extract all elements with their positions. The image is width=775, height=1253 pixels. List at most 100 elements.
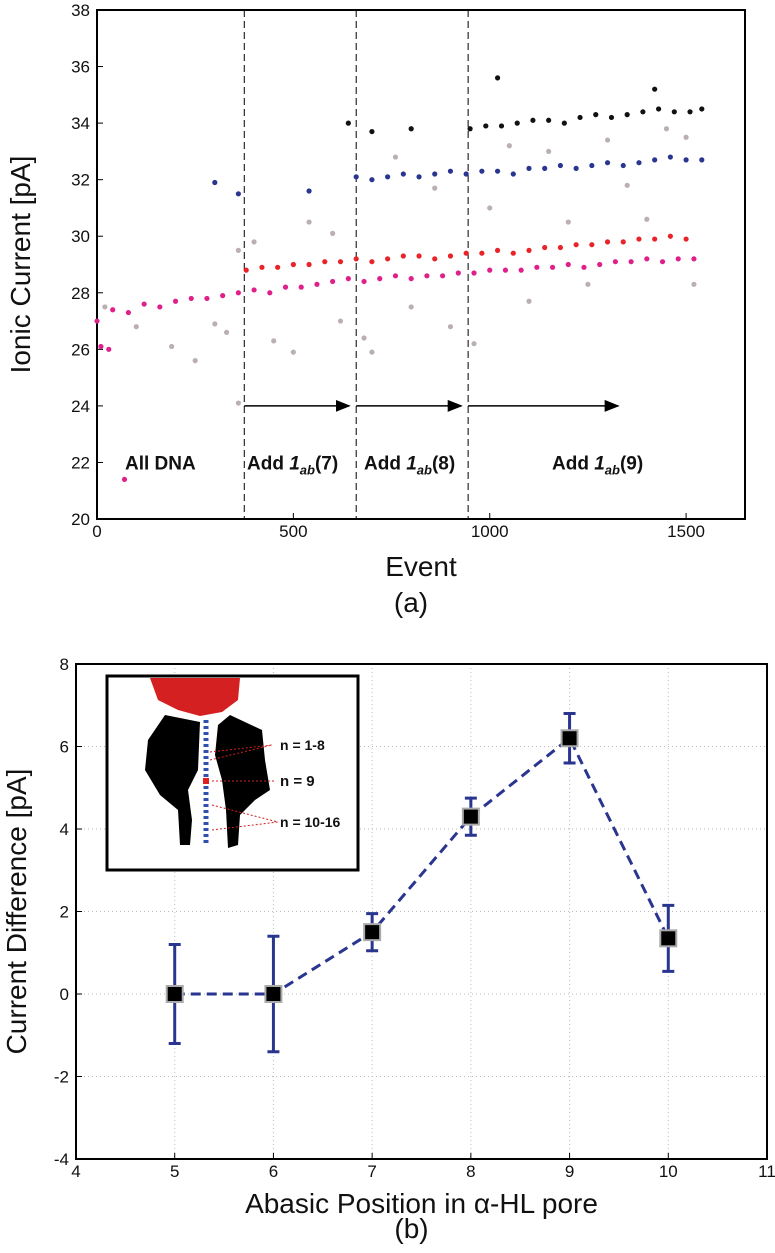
y-axis-label: Current Difference [pA] bbox=[1, 769, 32, 1055]
y-tick-label: -2 bbox=[54, 1068, 69, 1087]
data-point bbox=[259, 264, 265, 270]
data-point bbox=[487, 205, 493, 211]
data-point bbox=[275, 264, 281, 270]
data-point bbox=[212, 321, 218, 327]
data-point bbox=[636, 160, 642, 166]
data-point bbox=[369, 177, 375, 183]
x-tick-label: 1500 bbox=[667, 522, 705, 541]
data-point bbox=[644, 256, 650, 262]
data-point bbox=[125, 309, 132, 316]
inset-label: n = 1-8 bbox=[280, 737, 325, 753]
data-point bbox=[604, 239, 611, 245]
data-point bbox=[306, 188, 312, 194]
annotation-prefix: Add bbox=[552, 453, 594, 474]
data-point bbox=[447, 253, 454, 259]
data-point bbox=[463, 171, 469, 177]
data-point bbox=[290, 261, 296, 268]
x-tick-label: 9 bbox=[565, 1162, 574, 1181]
data-point bbox=[687, 109, 693, 115]
data-point bbox=[636, 236, 642, 242]
inset-protein-cap bbox=[150, 678, 240, 716]
data-point bbox=[121, 476, 128, 483]
data-point bbox=[385, 174, 391, 180]
data-point bbox=[98, 343, 104, 350]
data-point bbox=[251, 239, 257, 245]
data-point bbox=[416, 174, 422, 180]
data-point bbox=[518, 267, 524, 273]
data-point bbox=[546, 148, 552, 154]
data-point bbox=[612, 259, 619, 265]
data-point bbox=[353, 174, 359, 180]
data-point bbox=[663, 126, 670, 132]
x-tick-label: 10 bbox=[659, 1162, 678, 1181]
data-point bbox=[589, 242, 595, 248]
data-marker bbox=[264, 985, 283, 1003]
data-point bbox=[361, 278, 367, 285]
data-point bbox=[573, 242, 579, 248]
data-point bbox=[683, 134, 689, 140]
data-point bbox=[400, 253, 406, 259]
data-point bbox=[432, 171, 438, 177]
y-tick-label: 24 bbox=[71, 397, 90, 416]
x-tick-label: 5 bbox=[170, 1162, 179, 1181]
data-point bbox=[408, 276, 414, 282]
data-point bbox=[498, 123, 505, 129]
data-point bbox=[573, 165, 579, 171]
data-point bbox=[133, 324, 139, 330]
data-point bbox=[542, 165, 548, 171]
data-point bbox=[699, 157, 705, 163]
annotation-subscript: ab bbox=[605, 462, 620, 477]
data-point bbox=[330, 278, 336, 285]
data-point bbox=[589, 162, 595, 169]
annotation-suffix: (8) bbox=[432, 453, 455, 474]
data-point bbox=[510, 250, 516, 256]
inset-label: n = 10-16 bbox=[280, 814, 341, 830]
annotation: Add 1ab(8) bbox=[364, 453, 455, 477]
data-point bbox=[290, 349, 296, 355]
data-point bbox=[494, 168, 501, 174]
y-axis-label: Ionic Current [pA] bbox=[5, 156, 36, 374]
data-point bbox=[94, 318, 100, 324]
data-point bbox=[330, 230, 336, 236]
data-point bbox=[526, 165, 532, 171]
data-marker bbox=[461, 807, 480, 826]
data-point bbox=[479, 168, 485, 174]
data-point bbox=[565, 261, 571, 268]
data-point bbox=[628, 259, 634, 265]
y-tick-label: 22 bbox=[71, 453, 90, 472]
data-point bbox=[224, 329, 230, 335]
data-point bbox=[683, 236, 689, 242]
data-point bbox=[192, 358, 198, 364]
data-point bbox=[416, 253, 422, 259]
data-point bbox=[235, 247, 241, 253]
data-point bbox=[306, 261, 312, 268]
annotation-compound: 1 bbox=[594, 453, 605, 474]
data-point bbox=[620, 162, 626, 169]
data-point bbox=[526, 247, 532, 253]
data-point bbox=[691, 256, 697, 262]
annotation-subscript: ab bbox=[417, 462, 432, 477]
y-tick-label: 28 bbox=[71, 284, 90, 303]
data-point bbox=[306, 219, 312, 225]
annotation: Add 1ab(7) bbox=[247, 453, 338, 477]
annotation-compound: 1 bbox=[406, 453, 417, 474]
data-point bbox=[235, 400, 241, 406]
data-point bbox=[204, 295, 210, 302]
x-tick-label: 8 bbox=[466, 1162, 475, 1181]
data-point bbox=[106, 346, 112, 352]
data-point bbox=[494, 247, 501, 253]
data-point bbox=[620, 239, 626, 245]
data-point bbox=[463, 250, 469, 256]
data-point bbox=[506, 143, 512, 149]
data-point bbox=[656, 106, 662, 112]
data-point bbox=[345, 276, 351, 282]
x-tick-label: 11 bbox=[758, 1162, 775, 1181]
data-point bbox=[392, 273, 399, 279]
data-point bbox=[549, 264, 556, 270]
annotation-suffix: (7) bbox=[315, 453, 338, 474]
data-point bbox=[585, 281, 591, 287]
data-marker bbox=[560, 729, 579, 748]
data-point bbox=[597, 261, 603, 268]
data-point bbox=[235, 191, 241, 197]
annotation-subscript: ab bbox=[300, 462, 315, 477]
